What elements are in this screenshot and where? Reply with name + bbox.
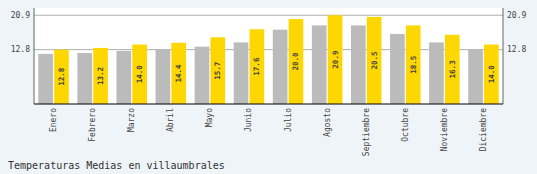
bar [250,29,265,104]
data-label: 17.6 [252,57,261,76]
data-label: 13.2 [96,67,105,85]
x-tick-label: Enero [49,108,58,132]
y2-axis-line [503,8,504,104]
data-label: 18.5 [409,56,418,74]
data-label: 14.0 [487,65,496,84]
bar [390,34,405,104]
data-label: 20.9 [331,50,340,69]
grid-line [34,15,503,16]
y2-tick-label: 12.8 [507,45,526,54]
bar [351,25,366,104]
data-label: 15.7 [213,62,222,80]
data-label: 14.0 [135,65,144,84]
bar [429,42,444,104]
bar [273,30,288,104]
bar [54,50,69,104]
bar [234,42,249,104]
bar [38,54,53,104]
data-label: 20.5 [370,51,379,69]
bar [367,17,382,104]
y-axis-line [34,8,35,104]
x-tick-label: Agosto [323,108,332,137]
x-tick-label: Septiembre [362,108,371,156]
bar [93,48,108,104]
bar [195,47,210,104]
bar [328,15,343,104]
x-axis-line [34,103,503,104]
y-tick-label: 12.8 [11,45,30,54]
bar [156,50,171,104]
bar [312,25,327,104]
title: Temperaturas Medias en villaumbrales [8,160,225,171]
data-labels: 12.8 13.2 14.0 14.4 15.7 17.6 20.0 20.9 20.5 18.5… [57,50,496,86]
data-label: 16.3 [448,60,457,79]
bar [171,43,186,104]
x-tick-label: Mayo [205,108,214,127]
data-label: 12.8 [57,67,66,86]
chart: 12.8 13.2 14.0 14.4 15.7 17.6 20.0 20.9 20.5 18.5… [0,0,537,174]
bar [484,45,499,104]
x-tick-label: Febrero [88,108,97,142]
bar [406,25,421,104]
y2-tick-label: 20.9 [507,11,526,20]
bar [116,51,131,104]
bar [210,37,225,104]
plot-area [34,8,503,104]
bar [132,45,147,104]
data-label: 20.0 [291,52,300,71]
bar [445,35,460,104]
data-label: 14.4 [174,64,183,83]
x-tick-label: Diciembre [479,108,488,152]
x-tick-label: Noviembre [440,108,449,152]
x-tick-label: Marzo [127,108,136,132]
bars [38,15,498,104]
x-tick-label: Octubre [401,108,410,142]
y-tick-label: 20.9 [11,11,30,20]
bar [289,19,304,104]
x-tick-label: Junio [244,108,253,132]
bar [77,53,92,104]
x-tick-label: Julio [284,108,293,132]
bar [468,50,483,104]
x-tick-label: Abril [166,108,175,132]
